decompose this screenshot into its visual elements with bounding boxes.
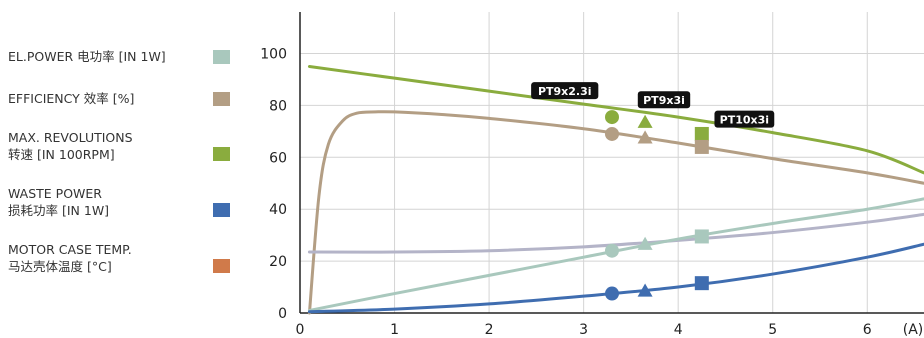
series-line-rev [307,64,924,175]
series-line-temp [307,212,924,254]
legend-swatch [213,147,230,161]
data-point-circle [605,126,619,141]
x-tick-label: 1 [390,322,399,338]
y-tick-label: 100 [260,47,287,63]
legend-label-line1: EFFICIENCY 效率 [%] [8,91,135,106]
data-point-circle [605,286,619,301]
data-point-square [694,276,709,291]
data-point-square [694,229,709,244]
legend-label-line1: MOTOR CASE TEMP. [8,242,132,257]
legend-label: MAX. REVOLUTIONS 转速 [IN 100RPM] [8,129,133,163]
data-point-circle [605,110,619,125]
legend-label-line2: 马达壳体温度 [°C] [8,259,112,274]
legend-label-line1: WASTE POWER [8,186,102,201]
model-badge-label: PT10x3i [720,114,769,127]
x-tick-label: 6 [863,322,872,338]
legend-label-line1: EL.POWER 电功率 [IN 1W] [8,49,166,64]
y-tick-label: 20 [269,254,287,270]
legend-label: EL.POWER 电功率 [IN 1W] [8,48,166,65]
data-point-square [694,139,709,154]
data-point-square [694,126,709,141]
series-line-power [307,197,924,312]
legend-swatch [213,50,230,64]
y-tick-label: 0 [278,306,287,322]
data-point-circle [605,243,619,258]
data-point-triangle [637,130,653,144]
y-tick-label: 40 [269,202,287,218]
chart-grid [300,12,924,313]
x-tick-label: 4 [674,322,683,338]
legend-label-line2: 损耗功率 [IN 1W] [8,203,110,218]
data-point-triangle [637,283,653,297]
x-tick-label: 5 [768,322,777,338]
data-point-triangle [637,114,653,128]
model-badge-label: PT9x3i [643,94,685,107]
model-badge-label: PT9x2.3i [538,85,592,98]
x-tick-label: 0 [296,322,305,338]
legend-swatch [213,92,230,106]
legend-swatch [213,203,230,217]
y-tick-label: 80 [269,98,287,114]
model-badge [637,91,691,109]
model-badge [531,82,599,100]
x-tick-label: 2 [485,322,494,338]
chart-series [307,64,924,315]
y-tick-label: 60 [269,150,287,166]
data-point-triangle [637,236,653,250]
x-tick-label: 3 [579,322,588,338]
series-line-eff [307,110,924,315]
legend: EL.POWER 电功率 [IN 1W] EFFICIENCY 效率 [%] M… [0,0,240,338]
legend-label-line1: MAX. REVOLUTIONS [8,130,133,145]
legend-label: WASTE POWER 损耗功率 [IN 1W] [8,185,109,219]
series-line-waste [307,242,924,314]
legend-label: MOTOR CASE TEMP. 马达壳体温度 [°C] [8,241,132,275]
legend-label: EFFICIENCY 效率 [%] [8,90,134,107]
legend-label-line2: 转速 [IN 100RPM] [8,147,115,162]
x-axis-label: (A) [903,322,924,338]
legend-swatch [213,259,230,273]
chart-markers [605,110,709,301]
chart-labels: PT9x2.3i PT9x3i PT10x3i [531,82,775,128]
model-badge [714,110,775,128]
